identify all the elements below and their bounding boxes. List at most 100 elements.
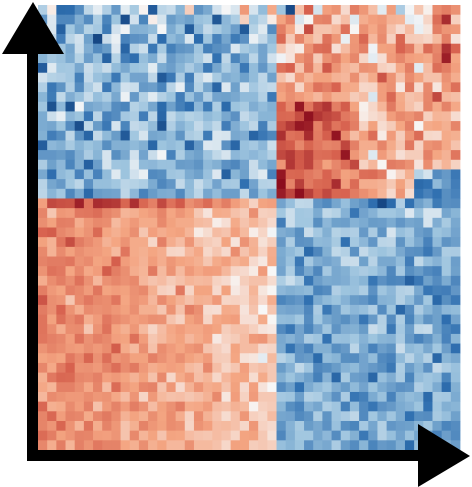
heatmap-cell <box>294 266 305 277</box>
heatmap-cell <box>276 179 287 190</box>
heatmap-cell <box>56 82 66 93</box>
heatmap-cell <box>184 304 195 315</box>
heatmap-cell <box>404 430 415 441</box>
heatmap-cell <box>184 111 195 122</box>
heatmap-cell <box>395 314 406 325</box>
heatmap-cell <box>258 92 268 103</box>
heatmap-cell <box>111 246 121 257</box>
heatmap-cell <box>423 353 433 364</box>
heatmap-cell <box>166 353 176 364</box>
heatmap-cell <box>304 159 314 170</box>
heatmap-cell <box>349 256 360 267</box>
heatmap-cell <box>404 246 415 257</box>
heatmap-cell <box>258 343 268 354</box>
heatmap-cell <box>148 43 158 54</box>
heatmap-cell <box>148 372 158 383</box>
heatmap-cell <box>340 382 351 393</box>
heatmap-cell <box>313 130 323 141</box>
heatmap-cell <box>74 101 85 112</box>
heatmap-cell <box>359 179 369 190</box>
heatmap-cell <box>230 217 241 228</box>
heatmap-cell <box>340 314 351 325</box>
heatmap-cell <box>368 130 378 141</box>
heatmap-cell <box>203 391 213 403</box>
heatmap-cell <box>276 362 287 373</box>
heatmap-cell <box>138 101 149 112</box>
heatmap-cell <box>322 411 332 422</box>
heatmap-cell <box>193 208 204 219</box>
heatmap-cell <box>359 237 369 248</box>
heatmap-cell <box>441 266 452 277</box>
heatmap-cell <box>249 72 259 83</box>
heatmap-cell <box>65 130 76 141</box>
heatmap-cell <box>432 343 443 354</box>
heatmap-cell <box>38 5 48 16</box>
heatmap-cell <box>322 63 332 74</box>
heatmap-cell <box>212 63 222 74</box>
heatmap-cell <box>83 304 94 315</box>
heatmap-cell <box>166 401 176 412</box>
heatmap-cell <box>148 179 158 190</box>
heatmap-cell <box>102 382 112 393</box>
heatmap-cell <box>120 53 131 64</box>
heatmap-cell <box>423 101 433 112</box>
heatmap-cell <box>111 275 121 286</box>
heatmap-cell <box>221 188 232 199</box>
heatmap-cell <box>157 266 167 277</box>
heatmap-cell <box>340 208 351 219</box>
heatmap-cell <box>331 275 342 286</box>
heatmap-cell <box>74 420 85 432</box>
heatmap-cell <box>212 208 222 219</box>
heatmap-cell <box>193 285 204 296</box>
heatmap-cell <box>404 159 415 170</box>
heatmap-cell <box>368 5 378 16</box>
heatmap-cell <box>221 343 232 354</box>
heatmap-cell <box>93 275 103 286</box>
heatmap-cell <box>285 72 296 83</box>
heatmap-cell <box>230 362 241 373</box>
heatmap-cell <box>129 304 140 315</box>
heatmap-cell <box>47 72 57 83</box>
heatmap-cell <box>423 372 433 383</box>
heatmap-cell <box>432 130 443 141</box>
heatmap-cell <box>230 401 241 412</box>
heatmap-cell <box>230 333 241 344</box>
heatmap-cell <box>184 411 195 422</box>
heatmap-cell <box>258 237 268 248</box>
heatmap-cell <box>340 420 351 432</box>
heatmap-cell <box>111 266 121 277</box>
heatmap-cell <box>129 14 140 25</box>
heatmap-cell <box>377 169 387 180</box>
heatmap-cell <box>432 237 443 248</box>
heatmap-cell <box>212 53 222 64</box>
heatmap-cell <box>120 5 131 16</box>
heatmap-cell <box>166 150 176 161</box>
heatmap-cell <box>267 169 277 180</box>
heatmap-cell <box>111 121 121 132</box>
heatmap-cell <box>294 130 305 141</box>
heatmap-cell <box>423 111 433 122</box>
heatmap-cell <box>368 179 378 190</box>
heatmap-cell <box>340 159 351 170</box>
heatmap-cell <box>377 140 387 151</box>
heatmap-cell <box>368 14 378 25</box>
heatmap-cell <box>38 430 48 441</box>
heatmap-cell <box>193 411 204 422</box>
heatmap-cell <box>129 169 140 180</box>
heatmap-cell <box>175 5 186 16</box>
heatmap-cell <box>340 24 351 35</box>
heatmap-cell <box>74 130 85 141</box>
heatmap-cell <box>230 420 241 432</box>
heatmap-cell <box>166 208 176 219</box>
heatmap-cell <box>441 169 452 180</box>
heatmap-cell <box>93 227 103 238</box>
heatmap-cell <box>441 34 452 45</box>
heatmap-cell <box>120 401 131 412</box>
heatmap-cell <box>249 324 259 335</box>
heatmap-cell <box>359 150 369 161</box>
heatmap-cell <box>423 411 433 422</box>
heatmap-cell <box>313 198 323 209</box>
heatmap-cell <box>331 353 342 364</box>
heatmap-cell <box>249 188 259 199</box>
heatmap-cell <box>230 353 241 364</box>
